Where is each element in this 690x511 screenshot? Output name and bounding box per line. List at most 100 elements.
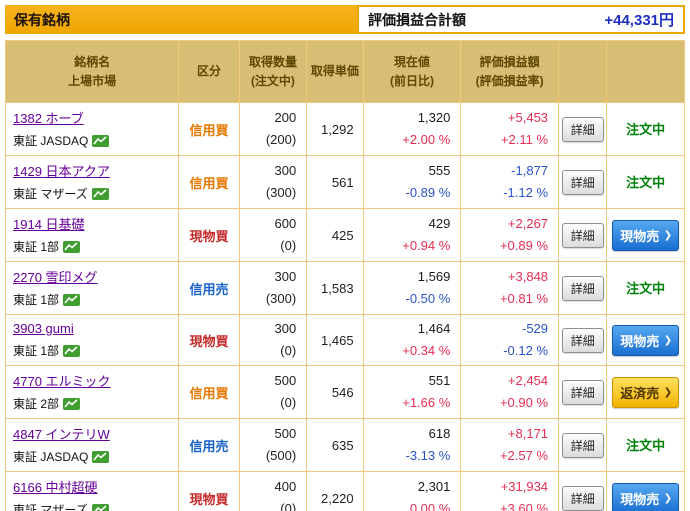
chart-icon: [63, 398, 81, 413]
quantity-ordering: (0): [280, 395, 297, 410]
stock-link[interactable]: 4847 インテリW: [13, 427, 110, 442]
header-row: 銘柄名 上場市場 区分 取得数量 (注文中) 取得単価 現在値 (前日比) 評価…: [4, 40, 685, 103]
stock-link[interactable]: 4770 エルミック: [13, 374, 111, 389]
day-change: +0.94 %: [402, 238, 451, 253]
pl-rate: +2.57 %: [499, 448, 549, 463]
current-price: 1,320: [417, 109, 451, 125]
total-pl-box: 評価損益合計額 +44,331円: [357, 5, 685, 34]
market-label: 東証 2部: [13, 397, 60, 411]
pl-amount: +2,267: [507, 215, 549, 231]
current-price: 1,464: [417, 320, 451, 336]
order-status: 注文中: [626, 122, 666, 137]
quantity-ordering: (300): [265, 291, 297, 306]
day-change: +2.00 %: [402, 132, 451, 147]
quantity: 500: [274, 372, 297, 388]
table-row: 1914 日基礎 東証 1部 現物買 600 (0) 425 429 +0.94 %…: [4, 208, 685, 262]
pl-rate: +2.11 %: [500, 132, 549, 147]
pl-amount: +3,848: [507, 268, 549, 284]
current-price: 1,569: [417, 268, 451, 284]
unit-price: 2,220: [321, 490, 354, 506]
order-status: 注文中: [626, 281, 666, 296]
market-label: 東証 JASDAQ: [13, 134, 89, 148]
stock-link[interactable]: 1914 日基礎: [13, 217, 85, 232]
chevron-right-icon: ❯: [663, 229, 673, 241]
pl-amount: +8,171: [507, 425, 549, 441]
kubun-label: 信用買: [189, 385, 229, 401]
quantity: 600: [274, 215, 297, 231]
table-row: 1382 ホーブ 東証 JASDAQ 信用買 200 (200) 1,292 1,…: [4, 102, 685, 156]
pl-amount: +31,934: [500, 478, 549, 494]
total-pl-value: +44,331円: [604, 12, 674, 29]
chevron-right-icon: ❯: [663, 386, 673, 398]
sell-button[interactable]: 現物売 ❯: [612, 324, 680, 356]
stock-link[interactable]: 1382 ホーブ: [13, 111, 84, 126]
day-change: +0.34 %: [402, 343, 451, 358]
pl-rate: -0.12 %: [503, 343, 549, 358]
pl-amount: -529: [522, 320, 549, 336]
pl-amount: -1,877: [511, 162, 549, 178]
detail-button[interactable]: 詳細: [561, 485, 604, 511]
kubun-label: 現物買: [189, 228, 229, 244]
chart-icon: [92, 451, 110, 466]
chart-icon: [63, 345, 81, 360]
pl-rate: -1.12 %: [503, 185, 549, 200]
table-row: 4770 エルミック 東証 2部 信用買 500 (0) 546 551 +1.66…: [4, 365, 685, 419]
detail-button[interactable]: 詳細: [561, 275, 604, 301]
header-kubun: 区分: [178, 40, 240, 103]
quantity-ordering: (0): [280, 238, 297, 253]
detail-button[interactable]: 詳細: [561, 327, 604, 353]
header-current: 現在値 (前日比): [362, 40, 462, 103]
sell-button[interactable]: 現物売 ❯: [612, 482, 680, 511]
unit-price: 1,583: [321, 280, 354, 296]
sell-button[interactable]: 現物売 ❯: [612, 219, 680, 251]
pl-amount: +5,453: [507, 109, 549, 125]
stock-link[interactable]: 3903 gumi: [13, 321, 74, 336]
quantity-ordering: (200): [265, 132, 297, 147]
detail-button[interactable]: 詳細: [561, 222, 604, 248]
repay-sell-button[interactable]: 返済売 ❯: [612, 376, 680, 408]
quantity: 300: [274, 162, 297, 178]
day-change: 0.00 %: [409, 501, 451, 511]
stock-link[interactable]: 2270 雪印メグ: [13, 270, 98, 285]
stock-link[interactable]: 1429 日本アクア: [13, 164, 110, 179]
chevron-right-icon: ❯: [663, 492, 673, 504]
quantity-ordering: (300): [265, 185, 297, 200]
unit-price: 635: [331, 437, 354, 453]
day-change: -0.50 %: [405, 291, 451, 306]
stock-link[interactable]: 6166 中村超硬: [13, 480, 98, 495]
current-price: 429: [428, 215, 451, 231]
kubun-label: 現物買: [189, 333, 229, 349]
quantity: 300: [274, 268, 297, 284]
market-label: 東証 1部: [13, 240, 60, 254]
chart-icon: [63, 241, 81, 256]
page-title: 保有銘柄: [5, 5, 357, 34]
quantity: 500: [274, 425, 297, 441]
table-row: 4847 インテリW 東証 JASDAQ 信用売 500 (500) 635 61…: [4, 418, 685, 472]
pl-amount: +2,454: [507, 372, 549, 388]
day-change: +1.66 %: [402, 395, 451, 410]
detail-button[interactable]: 詳細: [561, 379, 604, 405]
table-row: 6166 中村超硬 東証 マザーズ 現物買 400 (0) 2,220 2,301…: [4, 471, 685, 511]
day-change: -0.89 %: [405, 185, 451, 200]
market-label: 東証 1部: [13, 293, 60, 307]
header-quantity: 取得数量 (注文中): [238, 40, 308, 103]
kubun-label: 信用売: [189, 281, 229, 297]
header-detail-column: [558, 40, 608, 103]
header-action-column: [606, 40, 685, 103]
header-unit-price: 取得単価: [306, 40, 364, 103]
chart-icon: [91, 188, 109, 203]
order-status: 注文中: [626, 175, 666, 190]
quantity-ordering: (0): [280, 501, 297, 511]
quantity-ordering: (0): [280, 343, 297, 358]
kubun-label: 信用買: [189, 122, 229, 138]
detail-button[interactable]: 詳細: [561, 432, 604, 458]
unit-price: 546: [331, 384, 354, 400]
holdings-table: 銘柄名 上場市場 区分 取得数量 (注文中) 取得単価 現在値 (前日比) 評価…: [4, 40, 685, 511]
pl-rate: +0.90 %: [499, 395, 549, 410]
chevron-right-icon: ❯: [663, 334, 673, 346]
detail-button[interactable]: 詳細: [561, 116, 604, 142]
current-price: 551: [428, 372, 451, 388]
order-status: 注文中: [626, 438, 666, 453]
detail-button[interactable]: 詳細: [561, 169, 604, 195]
quantity: 200: [274, 109, 297, 125]
